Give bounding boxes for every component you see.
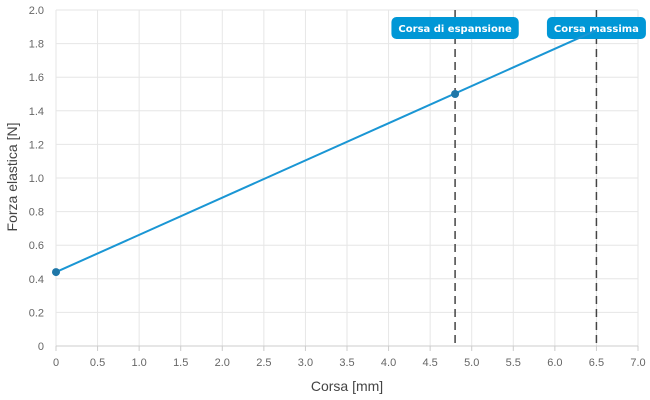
y-tick-label: 1.4 [29, 106, 44, 118]
data-point [52, 268, 60, 277]
x-tick-label: 0 [53, 357, 59, 369]
x-tick-label: 0.5 [90, 357, 105, 369]
y-tick-label: 1.0 [29, 173, 44, 185]
x-axis-title: Corsa [mm] [311, 378, 383, 394]
y-tick-label: 1.8 [29, 39, 44, 51]
x-tick-label: 4.5 [422, 357, 437, 369]
x-tick-label: 6.5 [589, 357, 604, 369]
x-tick-label: 6.0 [547, 357, 562, 369]
reference-markers: Corsa di espansione Corsa massima [391, 10, 646, 346]
y-tick-label: 1.6 [29, 72, 44, 84]
x-tick-label: 4.0 [381, 357, 396, 369]
y-tick-label: 1.2 [29, 139, 44, 151]
y-tick-label: 0.6 [29, 240, 44, 252]
x-tick-label: 2.5 [256, 357, 271, 369]
x-tick-label: 3.5 [339, 357, 354, 369]
marker-label: Corsa massima [546, 17, 646, 39]
y-tick-label: 0.4 [29, 274, 44, 286]
marker-label-background [546, 17, 646, 39]
x-tick-label: 2.0 [215, 357, 230, 369]
y-tick-label: 0.2 [29, 307, 44, 319]
x-tick-label: 5.0 [464, 357, 479, 369]
x-tick-label: 1.5 [173, 357, 188, 369]
series-line [55, 29, 597, 273]
tick-labels: 0 0.5 1.0 1.5 2.0 2.5 3.0 3.5 4.0 4.5 5.0 5.5 6.0 6.5… [29, 5, 646, 369]
x-tick-label: 7.0 [630, 357, 645, 369]
y-tick-label: 0.8 [29, 207, 44, 219]
axes [55, 345, 639, 351]
marker-label: Corsa di espansione [391, 17, 519, 39]
y-axis-title: Forza elastica [N] [4, 123, 20, 232]
data-series [52, 29, 597, 277]
y-tick-label: 0 [38, 341, 44, 353]
grid-lines [55, 9, 639, 347]
marker-label-text: Corsa di espansione [398, 24, 512, 35]
x-tick-label: 3.0 [298, 357, 313, 369]
marker-label-text: Corsa massima [554, 24, 639, 35]
data-point [451, 90, 460, 98]
marker-label-background [391, 17, 519, 39]
y-tick-label: 2.0 [29, 5, 44, 17]
x-tick-label: 1.0 [131, 357, 146, 369]
x-tick-label: 5.5 [506, 357, 521, 369]
